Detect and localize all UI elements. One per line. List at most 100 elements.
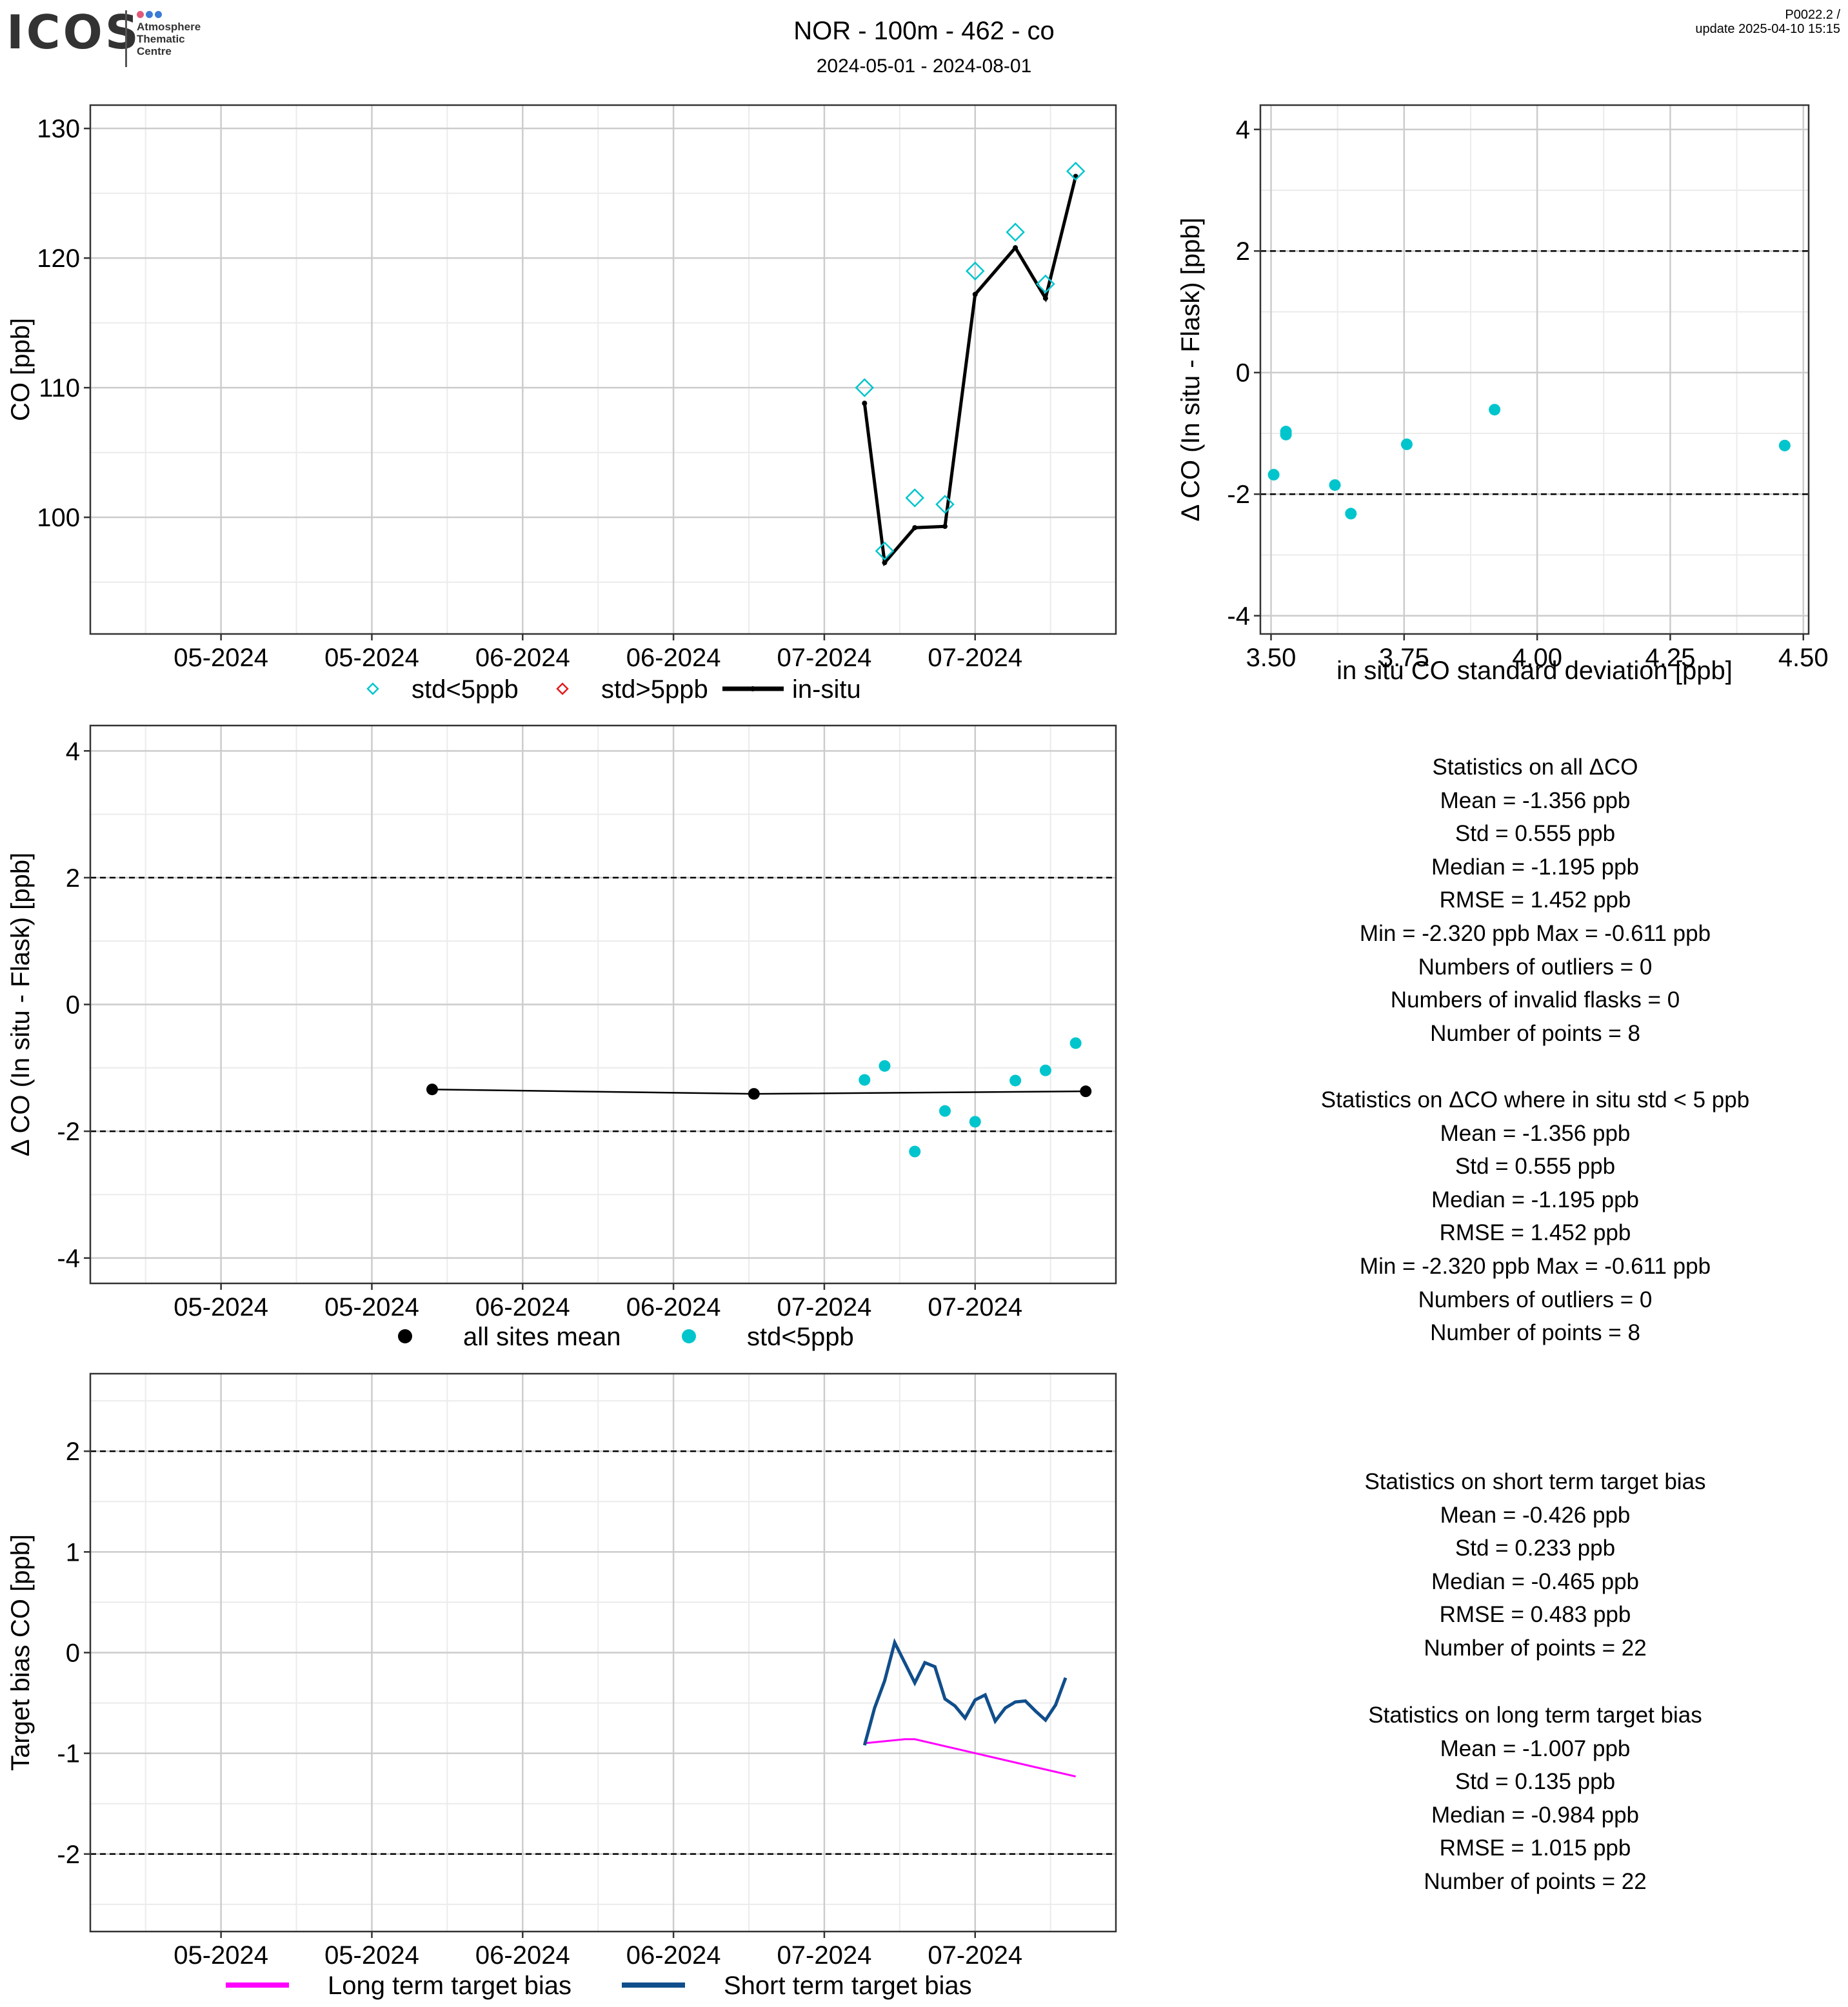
- version-info: P0022.2 / update 2025-04-10 15:15: [1695, 8, 1840, 36]
- x-tick-label: 07-2024: [928, 1293, 1022, 1321]
- legend-short-term-label: Short term target bias: [724, 1972, 972, 2000]
- legend-std-lt5-key: [366, 682, 379, 695]
- scatter-point: [1400, 438, 1413, 450]
- legend-std-lt5-label: std<5ppb: [412, 675, 519, 704]
- legend-in-situ-label: in-situ: [792, 675, 861, 704]
- stats-line: Min = -2.320 ppb Max = -0.611 ppb: [1359, 920, 1711, 946]
- in-situ-point: [882, 560, 888, 566]
- logo-sub-line: Atmosphere: [137, 21, 201, 33]
- in-situ-point: [942, 524, 948, 529]
- stats-line: Std = 0.555 ppb: [1455, 1154, 1616, 1180]
- y-axis-label: Δ CO (In situ - Flask) [ppb]: [6, 853, 35, 1156]
- stats-line: Number of points = 8: [1430, 1320, 1640, 1346]
- x-tick-label: 06-2024: [475, 1941, 570, 1970]
- delta-point: [1039, 1064, 1051, 1076]
- delta-point: [859, 1074, 871, 1086]
- update-label: update 2025-04-10 15:15: [1695, 22, 1840, 36]
- logo-sub-line: Thematic: [137, 33, 185, 45]
- all-sites-mean-point: [1080, 1085, 1092, 1098]
- x-tick-label: 06-2024: [475, 1293, 570, 1321]
- y-tick-label: -2: [1227, 480, 1250, 509]
- stats-line: Mean = -1.007 ppb: [1440, 1735, 1631, 1761]
- y-tick-label: 0: [1236, 359, 1250, 388]
- short-term-bias-line: [862, 1637, 1068, 1746]
- y-tick-label: 100: [37, 504, 80, 532]
- scatter-point: [1489, 404, 1501, 416]
- stats-short-term-bias: Statistics on short term target bias Mean…: [1200, 1465, 1848, 1665]
- x-tick-label: 05-2024: [324, 1293, 419, 1321]
- stats-line: RMSE = 1.452 ppb: [1439, 1220, 1631, 1246]
- flask-point: [1066, 161, 1086, 181]
- stats-line: Mean = -0.426 ppb: [1440, 1502, 1631, 1528]
- stats-line: Median = -0.465 ppb: [1431, 1568, 1640, 1594]
- flask-point: [855, 378, 875, 397]
- stats-line: Numbers of outliers = 0: [1418, 1287, 1653, 1312]
- flask-point: [935, 495, 955, 514]
- stats-line: Numbers of outliers = 0: [1418, 954, 1653, 980]
- delta-point: [939, 1105, 951, 1117]
- stats-line: Mean = -1.356 ppb: [1440, 787, 1631, 813]
- x-tick-label: 3.75: [1379, 644, 1429, 672]
- stats-std-lt5: Statistics on ΔCO where in situ std < 5 …: [1200, 1083, 1848, 1350]
- y-axis-label: Target bias CO [ppb]: [6, 1534, 35, 1771]
- legend-std-lt5-label: std<5ppb: [747, 1323, 854, 1351]
- x-tick-label: 06-2024: [475, 644, 570, 672]
- x-tick-label: 4.25: [1645, 644, 1696, 672]
- all-sites-mean-point: [748, 1088, 760, 1100]
- x-tick-label: 06-2024: [626, 644, 721, 672]
- legend-all-sites-mean-key: [398, 1329, 412, 1343]
- y-tick-label: -2: [57, 1118, 80, 1146]
- flask-point: [965, 261, 985, 281]
- legend-std-gt5-key: [556, 682, 569, 695]
- logo-sub-line: Centre: [137, 45, 172, 57]
- y-tick-label: 2: [1236, 237, 1250, 266]
- x-tick-label: 3.50: [1246, 644, 1297, 672]
- x-tick-label: 07-2024: [777, 1941, 872, 1970]
- legend-std-lt5-key: [682, 1329, 696, 1343]
- delta-point: [1069, 1037, 1082, 1049]
- flask-point: [1036, 274, 1055, 294]
- stats-line: Number of points = 22: [1424, 1635, 1647, 1661]
- y-tick-label: 1: [66, 1538, 80, 1567]
- y-tick-label: -4: [1227, 602, 1250, 631]
- scatter-point: [1778, 439, 1791, 451]
- y-tick-label: 2: [66, 864, 80, 893]
- stats-line: Median = -0.984 ppb: [1431, 1802, 1640, 1828]
- logo-dot-blue-2: [155, 11, 162, 18]
- scatter-point: [1329, 479, 1341, 491]
- y-tick-label: 120: [37, 244, 80, 273]
- version-label: P0022.2 /: [1785, 8, 1840, 22]
- flask-point: [875, 541, 895, 561]
- delta-vs-std-chart: 3.50 3.75 4.00 4.25 4.50 -4 -2 0 2 4 Δ CO (In situ…: [1177, 104, 1829, 685]
- x-tick-label: 07-2024: [777, 1293, 872, 1321]
- x-tick-label: 07-2024: [928, 1941, 1022, 1970]
- stats-line: RMSE = 1.015 ppb: [1439, 1835, 1631, 1861]
- x-tick-label: 4.00: [1512, 644, 1562, 672]
- delta-timeseries-chart: 05-2024 05-2024 06-2024 06-2024 07-2024 07-20…: [6, 724, 1117, 1351]
- stats-line: Min = -2.320 ppb Max = -0.611 ppb: [1359, 1253, 1711, 1279]
- plot-border: [1259, 104, 1810, 635]
- delta-point: [909, 1145, 921, 1158]
- logo-dot-blue: [146, 11, 153, 18]
- icos-logo: ICOS: [6, 5, 141, 59]
- logo-divider: [125, 10, 127, 67]
- legend-long-term-label: Long term target bias: [328, 1972, 571, 2000]
- scatter-point: [1267, 469, 1280, 481]
- scatter-point: [1345, 508, 1357, 520]
- x-tick-label: 06-2024: [626, 1941, 721, 1970]
- in-situ-point: [1013, 245, 1018, 251]
- delta-point: [879, 1060, 891, 1072]
- x-tick-label: 05-2024: [324, 1941, 419, 1970]
- stats-heading: Statistics on long term target bias: [1368, 1703, 1702, 1728]
- in-situ-line: [862, 175, 1078, 567]
- scatter-point: [1280, 428, 1292, 440]
- stats-heading: Statistics on all ΔCO: [1432, 755, 1638, 780]
- co-timeseries-chart: 05-2024 05-2024 06-2024 06-2024 07-2024 07-20…: [6, 104, 1117, 704]
- x-tick-label: 07-2024: [928, 644, 1022, 672]
- y-tick-label: -1: [57, 1740, 80, 1768]
- y-axis-label: CO [ppb]: [6, 318, 35, 421]
- delta-point: [969, 1116, 981, 1128]
- y-tick-label: 130: [37, 115, 80, 143]
- y-tick-label: 4: [66, 737, 80, 766]
- x-tick-label: 05-2024: [174, 1293, 268, 1321]
